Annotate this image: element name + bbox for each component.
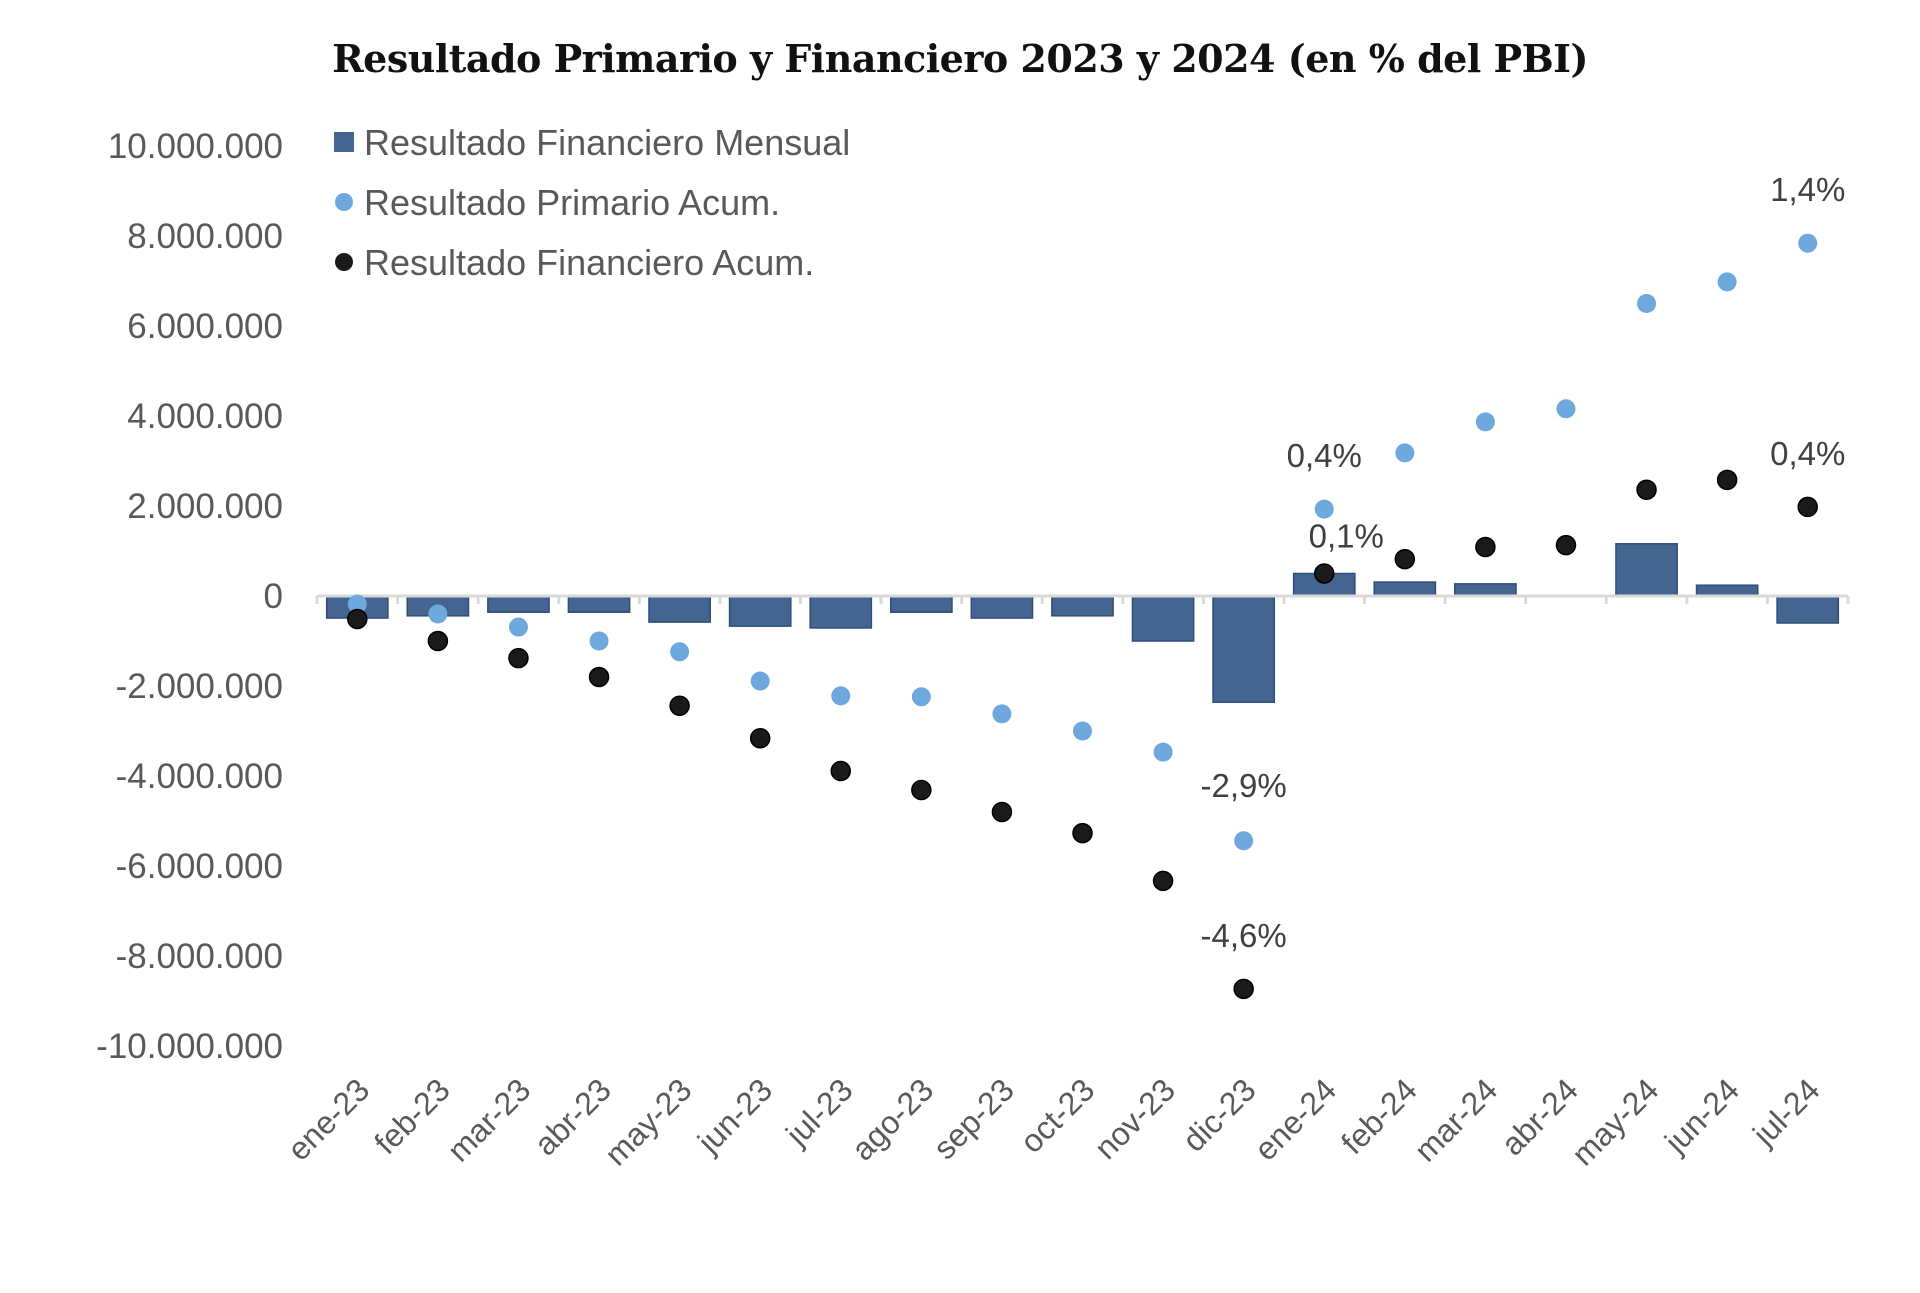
- primario-acum-dot-may-23: [670, 642, 690, 662]
- financiero-acum-dot-sep-23: [991, 801, 1013, 823]
- y-tick-label: -6.000.000: [116, 847, 283, 886]
- data-label: 0,4%: [1287, 437, 1362, 474]
- financiero-acum-dot-abr-23: [588, 666, 610, 688]
- y-tick-label: -10.000.000: [96, 1027, 283, 1066]
- bar-dic-23: [1212, 595, 1276, 703]
- financiero-acum-dot-ene-23: [347, 608, 368, 630]
- x-tick-label: mar-23: [440, 1071, 537, 1168]
- financiero-acum-dot-mar-23: [508, 647, 529, 669]
- y-tick-label: -2.000.000: [116, 667, 283, 706]
- x-tick-label: sep-23: [926, 1071, 1021, 1166]
- bar-may-24: [1615, 543, 1678, 597]
- financiero-acum-dot-nov-23: [1152, 870, 1174, 892]
- legend-marker-primario: [335, 193, 353, 211]
- financiero-acum-dot-ene-24: [1313, 563, 1335, 584]
- bar-jun-23: [728, 595, 792, 627]
- bar-mar-23: [487, 595, 550, 613]
- x-tick-label: nov-23: [1087, 1071, 1182, 1166]
- financiero-acum-dot-abr-24: [1555, 534, 1577, 556]
- bar-jul-23: [809, 595, 873, 629]
- financiero-acum-dot-jul-24: [1797, 496, 1818, 518]
- x-tick-label: ago-23: [844, 1071, 940, 1167]
- legend-marker-financiero: [335, 253, 353, 271]
- primario-acum-dot-nov-23: [1153, 742, 1173, 762]
- x-tick-label: oct-23: [1013, 1071, 1101, 1159]
- primario-acum-dot-jun-24: [1717, 272, 1737, 292]
- primario-acum-dot-sep-23: [992, 704, 1012, 724]
- primario-acum-dot-ago-23: [911, 687, 931, 707]
- financiero-acum-dot-feb-24: [1394, 548, 1416, 570]
- primario-acum-dot-feb-23: [428, 604, 448, 624]
- primario-acum-dot-abr-23: [589, 631, 609, 651]
- primario-acum-dot-jul-24: [1798, 233, 1818, 253]
- primario-acum-dot-feb-24: [1395, 443, 1415, 463]
- x-tick-label: ene-23: [280, 1071, 376, 1167]
- primario-acum-dot-dic-23: [1234, 831, 1254, 851]
- primario-acum-dot-oct-23: [1073, 721, 1092, 741]
- bar-ago-23: [889, 595, 953, 613]
- data-label: -2,9%: [1201, 767, 1287, 804]
- y-tick-label: -4.000.000: [116, 757, 283, 796]
- bar-jun-24: [1695, 584, 1759, 597]
- x-tick-label: jun-23: [690, 1071, 779, 1160]
- financiero-acum-dot-may-24: [1636, 479, 1657, 501]
- bar-may-23: [648, 595, 711, 623]
- chart-title: Resultado Primario y Financiero 2023 y 2…: [332, 36, 1588, 81]
- bar-abr-23: [567, 595, 631, 613]
- financiero-acum-dot-dic-23: [1233, 978, 1254, 1000]
- primario-acum-dot-ene-24: [1314, 499, 1334, 519]
- bar-nov-23: [1131, 595, 1195, 642]
- x-tick-label: may-23: [598, 1071, 699, 1172]
- financiero-acum-dot-jun-23: [749, 727, 771, 749]
- bar-oct-23: [1051, 595, 1114, 617]
- primario-acum-dot-jun-23: [750, 671, 770, 691]
- y-tick-label: 6.000.000: [127, 307, 283, 346]
- financiero-acum-dot-may-23: [669, 695, 690, 717]
- legend: Resultado Financiero Mensual Resultado Pr…: [334, 122, 850, 283]
- y-tick-label: 2.000.000: [127, 487, 283, 526]
- bar-mar-24: [1454, 583, 1517, 597]
- x-tick-label: jun-24: [1657, 1071, 1746, 1160]
- x-tick-label: mar-24: [1407, 1071, 1504, 1168]
- financiero-acum-dot-jun-24: [1716, 469, 1738, 491]
- y-tick-label: 0: [264, 577, 283, 616]
- bar-feb-24: [1373, 581, 1437, 597]
- primario-acum-dot-jul-23: [831, 686, 851, 706]
- financiero-acum-dot-jul-23: [830, 760, 852, 782]
- y-tick-label: 4.000.000: [127, 397, 283, 436]
- legend-label: Resultado Financiero Mensual: [364, 122, 850, 163]
- financiero-acum-dot-mar-24: [1475, 536, 1496, 558]
- data-label: -4,6%: [1201, 917, 1287, 954]
- scatter-series: [347, 233, 1818, 1000]
- bar-sep-23: [970, 595, 1034, 619]
- primario-acum-dot-mar-24: [1475, 412, 1495, 432]
- primario-acum-dot-mar-23: [508, 617, 528, 637]
- data-label: 1,4%: [1770, 171, 1845, 208]
- y-tick-label: 8.000.000: [127, 217, 283, 256]
- bar-series: [325, 543, 1840, 703]
- financiero-acum-dot-ago-23: [911, 779, 932, 801]
- primario-acum-dot-may-24: [1637, 294, 1657, 313]
- primario-acum-dot-ene-23: [347, 594, 367, 614]
- legend-label: Resultado Financiero Acum.: [364, 242, 814, 283]
- x-tick-label: jul-24: [1745, 1071, 1827, 1153]
- data-labels: -2,9% -4,6% 0,4% 0,1% 1,4% 0,4%: [1201, 171, 1846, 954]
- y-tick-label: 10.000.000: [108, 127, 283, 166]
- y-axis: 10.000.000 8.000.000 6.000.000 4.000.000 2.0…: [96, 127, 283, 1066]
- primario-acum-dot-abr-24: [1556, 399, 1576, 419]
- financiero-acum-dot-oct-23: [1072, 822, 1093, 844]
- financiero-acum-dot-feb-23: [427, 630, 449, 652]
- data-label: 0,1%: [1309, 518, 1384, 555]
- y-tick-label: -8.000.000: [116, 937, 283, 976]
- x-tick-label: may-24: [1565, 1071, 1666, 1172]
- x-tick-label: ene-24: [1247, 1071, 1343, 1167]
- legend-marker-bar: [334, 132, 354, 152]
- data-label: 0,4%: [1770, 435, 1845, 472]
- bar-jul-24: [1776, 595, 1840, 624]
- legend-label: Resultado Primario Acum.: [364, 182, 780, 223]
